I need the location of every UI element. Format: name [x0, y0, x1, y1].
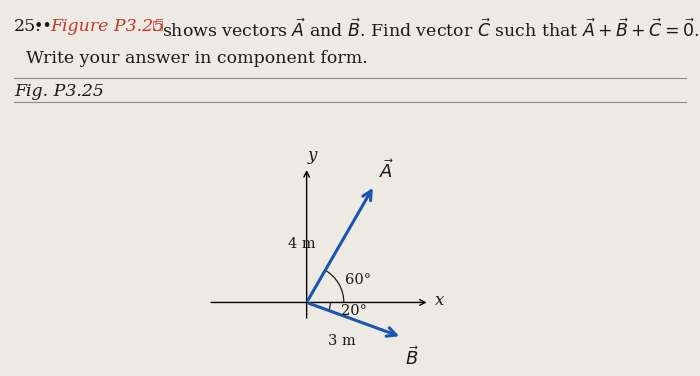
Text: 25.: 25. [14, 18, 42, 35]
Text: □: □ [152, 18, 164, 31]
Text: Write your answer in component form.: Write your answer in component form. [26, 50, 368, 67]
Text: ••: •• [34, 18, 52, 35]
Text: $\vec{B}$: $\vec{B}$ [405, 346, 419, 369]
Text: shows vectors $\vec{A}$ and $\vec{B}$. Find vector $\vec{C}$ such that $\vec{A}+: shows vectors $\vec{A}$ and $\vec{B}$. F… [162, 18, 699, 41]
Text: y: y [308, 147, 318, 164]
Text: Figure P3.25: Figure P3.25 [50, 18, 164, 35]
Text: $\vec{A}$: $\vec{A}$ [379, 159, 394, 182]
Text: x: x [435, 291, 444, 308]
Text: 20°: 20° [341, 304, 367, 318]
Text: Fig. P3.25: Fig. P3.25 [14, 83, 104, 100]
Text: 4 m: 4 m [288, 237, 316, 252]
Text: 60°: 60° [345, 273, 371, 287]
Text: 3 m: 3 m [328, 334, 356, 348]
